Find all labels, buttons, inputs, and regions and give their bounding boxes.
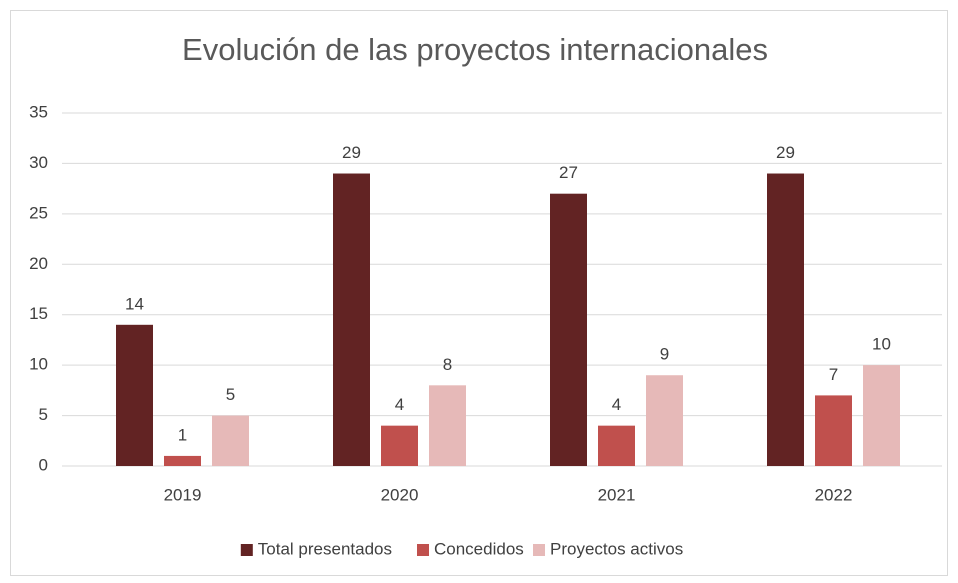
bar	[333, 173, 370, 466]
y-tick-label: 30	[29, 153, 48, 172]
bar	[429, 385, 466, 466]
y-tick-label: 35	[29, 102, 48, 121]
legend-label: Proyectos activos	[550, 539, 683, 558]
y-tick-label: 25	[29, 203, 48, 222]
bar	[116, 324, 153, 466]
data-label: 9	[660, 345, 669, 364]
x-tick-label: 2020	[381, 485, 419, 504]
bar	[767, 173, 804, 466]
data-label: 14	[125, 294, 144, 313]
data-label: 8	[443, 355, 452, 374]
x-tick-label: 2019	[164, 485, 202, 504]
bar	[381, 425, 418, 466]
chart-frame	[10, 10, 948, 576]
legend-swatch	[533, 544, 545, 556]
data-label: 27	[559, 163, 578, 182]
data-label: 29	[342, 143, 361, 162]
bar	[646, 375, 683, 466]
x-tick-label: 2021	[598, 485, 636, 504]
legend-swatch	[240, 544, 253, 556]
bar	[598, 425, 635, 466]
data-label: 5	[226, 385, 235, 404]
y-tick-label: 20	[29, 254, 48, 273]
legend-label: Concedidos	[434, 539, 524, 558]
data-label: 7	[829, 365, 838, 384]
bar	[815, 395, 852, 466]
bar	[164, 455, 201, 466]
y-tick-label: 10	[29, 355, 48, 374]
bar	[212, 415, 249, 466]
bar	[863, 365, 900, 466]
chart-title: Evolución de las proyectos internacional…	[182, 32, 768, 67]
data-label: 29	[776, 143, 795, 162]
y-tick-label: 0	[39, 455, 48, 474]
legend-swatch	[417, 544, 429, 556]
x-tick-label: 2022	[815, 485, 853, 504]
y-tick-label: 15	[29, 304, 48, 323]
y-tick-label: 5	[39, 405, 48, 424]
data-label: 4	[395, 395, 404, 414]
data-label: 4	[612, 395, 621, 414]
data-label: 1	[178, 425, 187, 444]
bar	[550, 193, 587, 466]
data-label: 10	[872, 335, 891, 354]
legend-label: Total presentados	[258, 539, 392, 558]
